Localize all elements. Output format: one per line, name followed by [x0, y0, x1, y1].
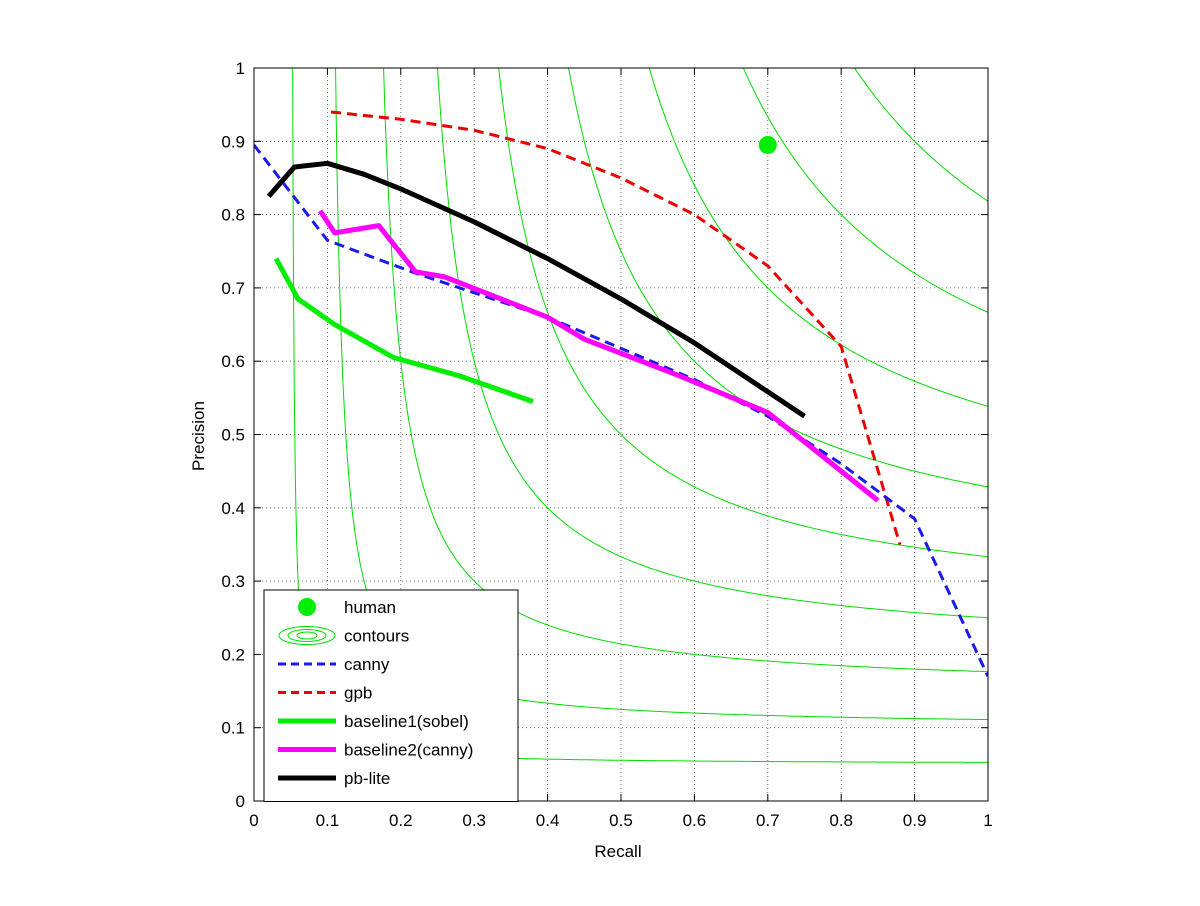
series-line-baseline2-canny-	[318, 209, 880, 503]
legend-item: pb-lite	[278, 769, 390, 788]
x-tick-label: 1	[983, 811, 992, 830]
legend-item: baseline2(canny)	[278, 741, 473, 760]
y-tick-label: 0.7	[221, 279, 245, 298]
series-lines	[254, 110, 988, 678]
iso-f-contour	[742, 68, 988, 313]
human-point	[758, 135, 777, 154]
y-tick-label: 0.4	[221, 499, 245, 518]
y-tick-label: 0	[236, 792, 245, 811]
x-tick-label: 0.5	[609, 811, 633, 830]
iso-f-contour	[568, 68, 988, 488]
y-tick-label: 0.2	[221, 645, 245, 664]
legend-item: gpb	[278, 684, 372, 703]
x-tick-label: 0.7	[756, 811, 780, 830]
legend-label: gpb	[344, 684, 372, 703]
x-tick-label: 0.6	[683, 811, 707, 830]
y-tick-label: 0.5	[221, 426, 245, 445]
iso-f-contour	[383, 68, 988, 673]
x-tick-label: 0.1	[316, 811, 340, 830]
y-tick-label: 0.9	[221, 132, 245, 151]
legend-marker-contours	[278, 626, 336, 645]
x-tick-label: 0.9	[903, 811, 927, 830]
y-tick-label: 1	[236, 59, 245, 78]
y-tick-label: 0.3	[221, 572, 245, 591]
legend-label: contours	[344, 627, 409, 646]
iso-f-contour	[853, 68, 988, 202]
y-tick-label: 0.1	[221, 719, 245, 738]
y-axis-label: Precision	[189, 401, 208, 471]
series-line-pb-lite	[266, 160, 806, 419]
legend-label: canny	[344, 655, 390, 674]
x-tick-label: 0.2	[389, 811, 413, 830]
legend-label: pb-lite	[344, 769, 390, 788]
series-line-baseline1-sobel-	[273, 257, 534, 404]
legend-marker-contours	[287, 629, 327, 642]
legend-marker-contours	[296, 631, 318, 640]
legend-label: baseline1(sobel)	[344, 712, 469, 731]
x-tick-label: 0.8	[829, 811, 853, 830]
x-tick-label: 0.3	[462, 811, 486, 830]
iso-f-contour	[437, 68, 988, 619]
series-line-gpb	[330, 110, 902, 545]
x-tick-label: 0	[249, 811, 258, 830]
x-tick-label: 0.4	[536, 811, 560, 830]
legend-box	[263, 589, 519, 802]
legend-item: contours	[278, 626, 409, 646]
iso-f-contour	[498, 68, 988, 558]
y-tick-label: 0.8	[221, 206, 245, 225]
axes: 0 0.1 0.2 0.3 0.4 0.5 0.6 0.7 0.8 0.9 1 0 0.1 0.2 0.3 0…	[221, 59, 992, 830]
legend-marker-human	[298, 598, 316, 616]
legend-item: baseline1(sobel)	[278, 712, 469, 731]
y-tick-label: 0.6	[221, 352, 245, 371]
x-axis-label: Recall	[594, 842, 641, 861]
legend-item: canny	[278, 655, 390, 674]
iso-f-contour	[648, 68, 988, 407]
legend-label: human	[344, 598, 396, 617]
legend: human contours canny gpb baseline1(sobel) bas…	[263, 589, 519, 802]
legend-label: baseline2(canny)	[344, 741, 473, 760]
legend-item: human	[298, 598, 396, 617]
